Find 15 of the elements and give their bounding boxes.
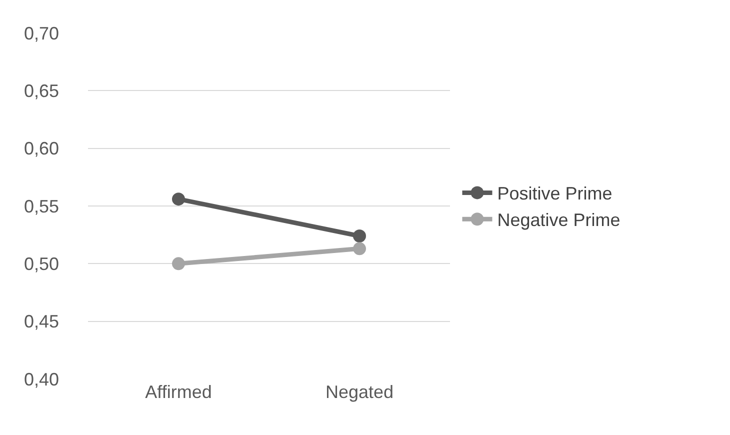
point [353, 229, 366, 242]
legend-label: Negative Prime [497, 210, 620, 230]
y-tick-label: 0,45 [24, 312, 59, 332]
y-tick-label: 0,55 [24, 196, 59, 216]
legend-label: Positive Prime [497, 184, 612, 204]
y-tick-label: 0,40 [24, 369, 59, 390]
point [353, 242, 366, 256]
x-tick-label: Affirmed [145, 382, 212, 402]
point [172, 192, 185, 206]
point [172, 257, 185, 270]
y-tick-label: 0,60 [24, 138, 59, 159]
y-tick-label: 0,65 [24, 80, 59, 101]
y-tick-label: 0,70 [24, 23, 59, 44]
y-tick-label: 0,50 [24, 254, 59, 274]
x-tick-label: Negated [325, 382, 394, 402]
